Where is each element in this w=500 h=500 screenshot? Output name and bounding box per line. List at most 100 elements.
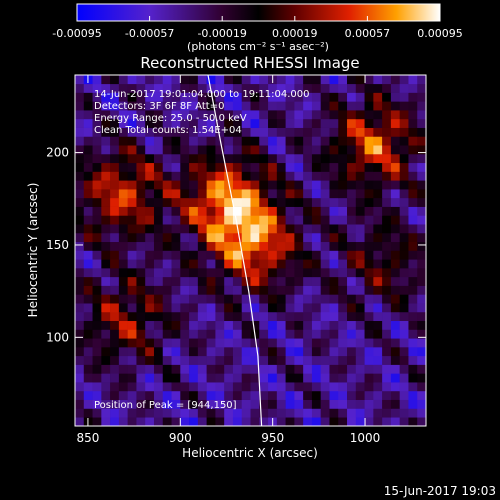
heatmap-cell: [417, 268, 426, 278]
heatmap-cell: [162, 285, 172, 295]
heatmap-cell: [390, 224, 400, 234]
heatmap-cell: [101, 276, 111, 286]
heatmap-cell: [92, 232, 102, 243]
heatmap-cell: [373, 355, 383, 365]
heatmap-cell: [329, 215, 339, 225]
heatmap-cell: [171, 206, 181, 216]
heatmap-cell: [118, 373, 128, 383]
heatmap-cell: [215, 294, 225, 304]
heatmap-cell: [180, 285, 190, 295]
heatmap-cell: [215, 110, 225, 120]
heatmap-cell: [241, 382, 251, 392]
heatmap-cell: [92, 268, 102, 278]
heatmap-cell: [268, 189, 278, 199]
heatmap-cell: [408, 171, 418, 181]
heatmap-cell: [373, 382, 383, 392]
heatmap-cell: [83, 338, 93, 348]
heatmap-cell: [92, 145, 102, 155]
heatmap-cell: [320, 75, 330, 85]
heatmap-cell: [215, 127, 225, 137]
heatmap-cell: [285, 390, 295, 400]
heatmap-cell: [101, 232, 111, 243]
heatmap-cell: [285, 153, 295, 164]
heatmap-cell: [373, 285, 383, 295]
heatmap-cell: [118, 153, 128, 164]
heatmap-cell: [303, 355, 313, 365]
heatmap-cell: [311, 232, 322, 243]
heatmap-cell: [224, 355, 234, 365]
heatmap-cell: [268, 408, 278, 418]
heatmap-cell: [303, 347, 313, 357]
heatmap-cell: [232, 355, 243, 365]
heatmap-cell: [311, 110, 322, 120]
heatmap-cell: [320, 241, 330, 251]
y-tick-label: 200: [46, 146, 69, 160]
heatmap-cell: [197, 83, 207, 93]
heatmap-cell: [180, 83, 190, 93]
heatmap-cell: [118, 408, 128, 418]
heatmap-cell: [338, 180, 348, 190]
heatmap-cell: [83, 101, 93, 111]
heatmap-cell: [250, 364, 260, 374]
heatmap-cell: [162, 338, 172, 348]
heatmap-cell: [180, 268, 190, 278]
heatmap-cell: [338, 390, 348, 400]
heatmap-cell: [276, 145, 286, 155]
heatmap-cell: [189, 338, 199, 348]
heatmap-cell: [250, 338, 260, 348]
heatmap-cell: [382, 232, 392, 243]
heatmap-cell: [189, 311, 199, 322]
heatmap-cell: [206, 276, 216, 286]
heatmap-cell: [268, 303, 278, 313]
heatmap-cell: [92, 408, 102, 418]
heatmap-cell: [180, 311, 190, 322]
colorbar-tick-label: 0.00019: [272, 27, 318, 40]
heatmap-cell: [329, 259, 339, 269]
heatmap-cell: [224, 101, 234, 111]
heatmap-cell: [92, 311, 102, 322]
heatmap-cell: [338, 294, 348, 304]
heatmap-cell: [311, 268, 322, 278]
heatmap-cell: [127, 206, 137, 216]
heatmap-cell: [347, 206, 357, 216]
heatmap-cell: [382, 180, 392, 190]
heatmap-cell: [303, 189, 313, 199]
heatmap-cell: [92, 417, 102, 426]
heatmap-cell: [206, 399, 216, 409]
heatmap-cell: [285, 347, 295, 357]
heatmap-cell: [232, 329, 243, 339]
heatmap-cell: [224, 110, 234, 120]
heatmap-cell: [250, 250, 260, 260]
heatmap-cell: [268, 92, 278, 102]
heatmap-cell: [136, 320, 146, 330]
heatmap-cell: [259, 285, 269, 295]
heatmap-cell: [127, 408, 137, 418]
heatmap-cell: [171, 92, 181, 102]
heatmap-cell: [320, 311, 330, 322]
heatmap-cell: [136, 390, 146, 400]
heatmap-cell: [206, 355, 216, 365]
heatmap-cell: [162, 153, 172, 164]
heatmap-cell: [408, 180, 418, 190]
heatmap-cell: [127, 303, 137, 313]
heatmap-cell: [294, 206, 304, 216]
heatmap-cell: [206, 417, 216, 426]
heatmap-cell: [329, 320, 339, 330]
heatmap-cell: [276, 189, 286, 199]
heatmap-cell: [373, 145, 383, 155]
heatmap-cell: [92, 136, 102, 146]
heatmap-cell: [399, 390, 409, 400]
heatmap-cell: [303, 224, 313, 234]
heatmap-cell: [215, 303, 225, 313]
heatmap-cell: [162, 101, 172, 111]
heatmap-cell: [206, 390, 216, 400]
heatmap-cell: [355, 338, 365, 348]
heatmap-cell: [189, 180, 199, 190]
heatmap-cell: [162, 127, 172, 137]
heatmap-cell: [250, 259, 260, 269]
heatmap-cell: [224, 294, 234, 304]
heatmap-cell: [250, 189, 260, 199]
heatmap-cell: [338, 408, 348, 418]
heatmap-cell: [250, 241, 260, 251]
heatmap-cell: [127, 101, 137, 111]
